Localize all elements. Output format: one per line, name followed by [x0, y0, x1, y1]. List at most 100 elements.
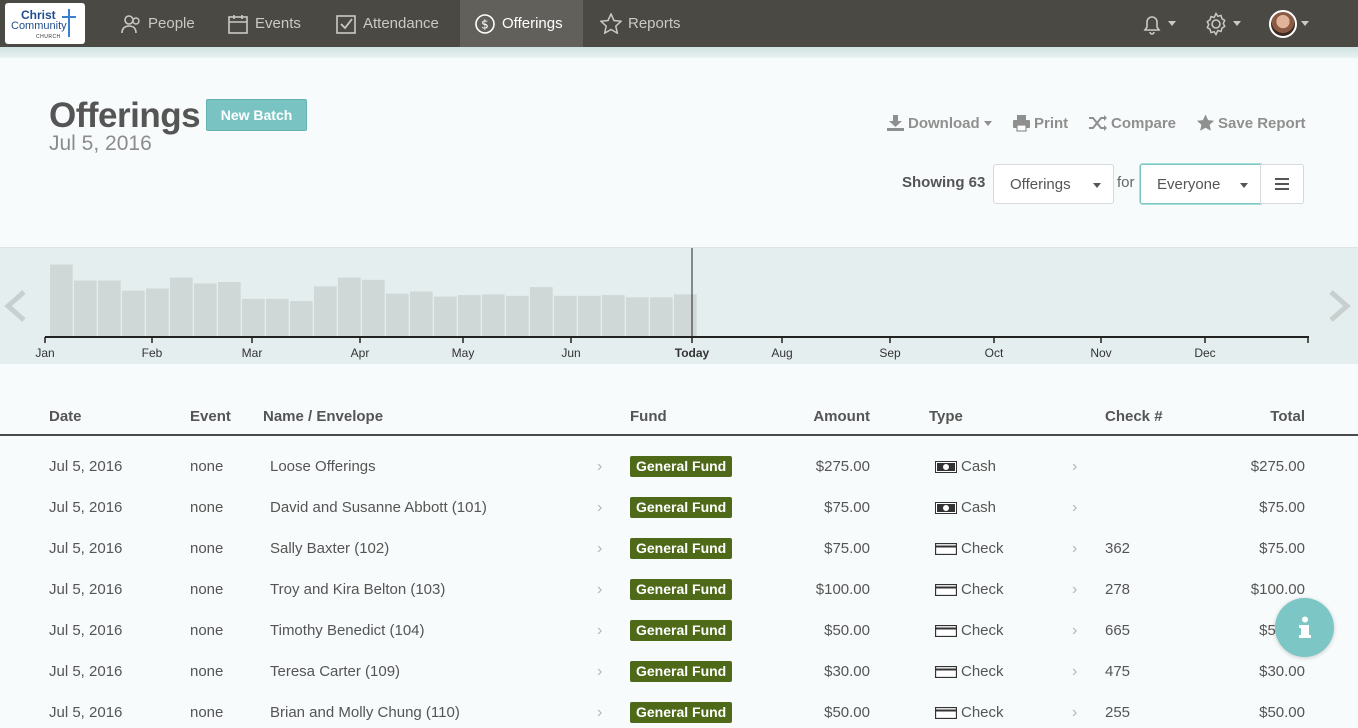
- fund-badge[interactable]: General Fund: [630, 538, 733, 559]
- chevron-right-icon[interactable]: ›: [1072, 621, 1078, 639]
- church-logo[interactable]: Christ Community CHURCH: [5, 3, 85, 44]
- notifications-menu[interactable]: [1140, 0, 1176, 47]
- timeline-bar[interactable]: [314, 286, 337, 336]
- chevron-right-icon[interactable]: ›: [1072, 498, 1078, 516]
- row-name[interactable]: Sally Baxter (102): [270, 540, 390, 557]
- col-header-name[interactable]: Name / Envelope: [263, 408, 384, 425]
- row-name[interactable]: Timothy Benedict (104): [270, 622, 425, 639]
- row-type[interactable]: Cash: [935, 446, 996, 487]
- timeline-bar[interactable]: [218, 282, 241, 336]
- prev-arrow-icon[interactable]: [4, 290, 26, 322]
- timeline-bar[interactable]: [674, 294, 697, 336]
- row-event[interactable]: none: [190, 704, 224, 721]
- row-type[interactable]: Check: [935, 569, 1004, 610]
- offerings-select[interactable]: Offerings: [993, 164, 1114, 204]
- timeline-bar[interactable]: [530, 287, 553, 336]
- fund-badge[interactable]: General Fund: [630, 456, 733, 477]
- timeline-bar[interactable]: [194, 283, 217, 336]
- col-header-check[interactable]: Check #: [1105, 408, 1163, 425]
- col-header-total[interactable]: Total: [1270, 408, 1305, 425]
- table-row[interactable]: Jul 5, 2016 none Troy and Kira Belton (103…: [0, 569, 1358, 610]
- everyone-select[interactable]: Everyone: [1140, 164, 1261, 204]
- nav-item-people[interactable]: People: [106, 0, 209, 47]
- chevron-right-icon[interactable]: ›: [597, 457, 603, 475]
- chevron-right-icon[interactable]: ›: [1072, 703, 1078, 721]
- download-button[interactable]: Download: [886, 112, 992, 134]
- chevron-right-icon[interactable]: ›: [597, 498, 603, 516]
- timeline-bar[interactable]: [98, 280, 121, 337]
- row-event[interactable]: none: [190, 663, 224, 680]
- timeline-bar[interactable]: [74, 280, 97, 337]
- table-row[interactable]: Jul 5, 2016 none Timothy Benedict (104) › Ge…: [0, 610, 1358, 651]
- row-name[interactable]: Brian and Molly Chung (110): [270, 704, 460, 721]
- timeline-bar[interactable]: [290, 301, 313, 336]
- nav-item-reports[interactable]: Reports: [586, 0, 696, 47]
- row-event[interactable]: none: [190, 581, 224, 598]
- row-name[interactable]: Troy and Kira Belton (103): [270, 581, 446, 598]
- offerings-timeline[interactable]: Jan Feb Mar Apr May Jun Today Aug Sep Oct Nov Dec: [0, 247, 1358, 364]
- timeline-bar[interactable]: [482, 294, 505, 336]
- chevron-right-icon[interactable]: ›: [597, 580, 603, 598]
- row-event[interactable]: none: [190, 540, 224, 557]
- compare-button[interactable]: Compare: [1088, 112, 1176, 134]
- info-button[interactable]: [1275, 598, 1334, 657]
- fund-badge[interactable]: General Fund: [630, 497, 733, 518]
- row-type[interactable]: Check: [935, 692, 1004, 728]
- print-button[interactable]: Print: [1012, 112, 1068, 134]
- row-event[interactable]: none: [190, 622, 224, 639]
- timeline-bar[interactable]: [242, 298, 265, 336]
- chevron-right-icon[interactable]: ›: [597, 539, 603, 557]
- row-name[interactable]: Teresa Carter (109): [270, 663, 401, 680]
- chevron-right-icon[interactable]: ›: [1072, 580, 1078, 598]
- chevron-right-icon[interactable]: ›: [1072, 662, 1078, 680]
- timeline-bar[interactable]: [626, 297, 649, 336]
- settings-menu[interactable]: [1203, 0, 1241, 47]
- nav-item-attendance[interactable]: Attendance: [321, 0, 458, 47]
- row-type[interactable]: Check: [935, 651, 1004, 692]
- timeline-bar[interactable]: [122, 290, 145, 336]
- timeline-bar[interactable]: [434, 296, 457, 336]
- col-header-type[interactable]: Type: [929, 408, 963, 425]
- chevron-right-icon[interactable]: ›: [597, 703, 603, 721]
- timeline-bar[interactable]: [386, 293, 409, 336]
- chevron-right-icon[interactable]: ›: [597, 621, 603, 639]
- timeline-bar[interactable]: [506, 295, 529, 336]
- timeline-bar[interactable]: [362, 279, 385, 336]
- col-header-event[interactable]: Event: [190, 408, 231, 425]
- col-header-fund[interactable]: Fund: [630, 408, 667, 425]
- table-row[interactable]: Jul 5, 2016 none Sally Baxter (102) › Genera…: [0, 528, 1358, 569]
- nav-item-events[interactable]: Events: [213, 0, 323, 47]
- table-row[interactable]: Jul 5, 2016 none Loose Offerings › General F…: [0, 446, 1358, 487]
- timeline-bar[interactable]: [338, 277, 361, 336]
- nav-item-offerings[interactable]: $ Offerings: [460, 0, 583, 53]
- timeline-bar[interactable]: [578, 295, 601, 336]
- timeline-bar[interactable]: [554, 295, 577, 336]
- timeline-bar[interactable]: [410, 291, 433, 337]
- timeline-bar[interactable]: [650, 297, 673, 336]
- save-report-button[interactable]: Save Report: [1196, 112, 1306, 134]
- timeline-bar[interactable]: [458, 295, 481, 336]
- row-event[interactable]: none: [190, 499, 224, 516]
- table-row[interactable]: Jul 5, 2016 none Teresa Carter (109) › Gener…: [0, 651, 1358, 692]
- fund-badge[interactable]: General Fund: [630, 702, 733, 723]
- row-type[interactable]: Check: [935, 528, 1004, 569]
- chevron-right-icon[interactable]: ›: [597, 662, 603, 680]
- fund-badge[interactable]: General Fund: [630, 661, 733, 682]
- timeline-bar[interactable]: [266, 298, 289, 336]
- options-menu-button[interactable]: [1260, 164, 1304, 204]
- row-event[interactable]: none: [190, 458, 224, 475]
- table-row[interactable]: Jul 5, 2016 none Brian and Molly Chung (11…: [0, 692, 1358, 728]
- timeline-bar[interactable]: [170, 277, 193, 336]
- timeline-bar[interactable]: [50, 264, 73, 337]
- next-arrow-icon[interactable]: [1329, 290, 1351, 322]
- row-name[interactable]: Loose Offerings: [270, 458, 376, 475]
- user-menu[interactable]: [1269, 0, 1309, 47]
- row-name[interactable]: David and Susanne Abbott (101): [270, 499, 487, 516]
- fund-badge[interactable]: General Fund: [630, 620, 733, 641]
- row-type[interactable]: Cash: [935, 487, 996, 528]
- col-header-amount[interactable]: Amount: [813, 408, 870, 425]
- timeline-bar[interactable]: [602, 295, 625, 336]
- chevron-right-icon[interactable]: ›: [1072, 457, 1078, 475]
- row-type[interactable]: Check: [935, 610, 1004, 651]
- new-batch-button[interactable]: New Batch: [206, 99, 307, 131]
